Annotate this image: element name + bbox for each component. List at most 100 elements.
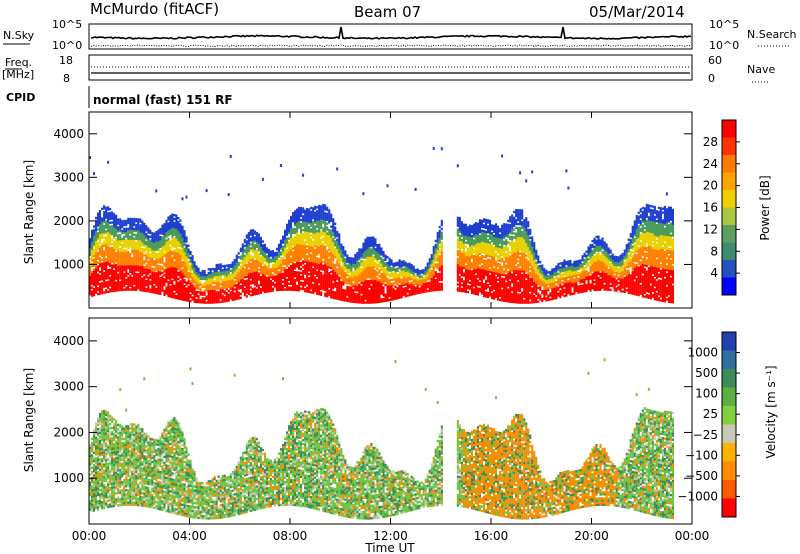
echo-cell — [253, 246, 256, 249]
echo-cell — [458, 262, 461, 265]
echo-cell — [189, 258, 192, 262]
echo-cell — [410, 287, 413, 290]
echo-cell — [336, 274, 339, 277]
echo-cell — [235, 278, 238, 281]
echo-cell — [340, 271, 343, 274]
echo-cell — [332, 257, 335, 260]
echo-cell — [107, 251, 110, 254]
echo-cell — [366, 240, 369, 244]
echo-cell — [354, 283, 357, 286]
echo-cell — [330, 243, 333, 246]
echo-cell — [304, 278, 307, 281]
echo-cell — [336, 270, 339, 273]
echo-cell — [388, 283, 391, 286]
echo-cell — [412, 273, 415, 276]
echo-cell — [408, 268, 411, 271]
echo-cell — [286, 229, 289, 232]
echo-cell — [290, 227, 293, 231]
echo-cell — [464, 272, 467, 276]
echo-cell — [93, 233, 96, 236]
echo-cell — [354, 298, 357, 302]
echo-cell — [93, 239, 96, 242]
echo-cell — [159, 292, 162, 296]
echo-cell — [332, 229, 335, 233]
echo-cell — [275, 285, 278, 288]
echo-cell — [135, 255, 138, 258]
echo-cell — [362, 250, 365, 253]
echo-cell — [424, 276, 427, 279]
echo-cell — [253, 250, 256, 253]
echo-cell — [179, 227, 182, 230]
echo-cell — [372, 289, 375, 292]
echo-cell — [219, 271, 222, 274]
echo-cell — [223, 264, 226, 268]
echo-cell — [141, 252, 144, 255]
echo-cell — [346, 274, 349, 277]
echo-cell — [464, 251, 467, 254]
echo-cell — [93, 250, 96, 254]
echo-cell — [332, 220, 335, 223]
echo-cell — [233, 266, 236, 270]
echo-cell — [129, 282, 132, 285]
echo-cell — [143, 236, 146, 239]
echo-cell — [298, 259, 301, 263]
echo-cell — [458, 222, 461, 226]
echo-cell — [211, 272, 214, 275]
echo-cell — [316, 235, 319, 238]
echo-cell — [316, 214, 319, 217]
echo-cell — [354, 281, 357, 284]
echo-cell — [165, 288, 168, 291]
echo-cell — [430, 283, 433, 286]
echo-cell — [167, 243, 170, 247]
echo-cell — [151, 255, 154, 258]
echo-cell — [127, 266, 130, 270]
echo-cell — [275, 267, 278, 270]
echo-cell — [294, 255, 297, 258]
echo-cell — [193, 277, 196, 280]
echo-cell — [340, 274, 343, 278]
echo-cell — [344, 264, 347, 267]
echo-cell — [394, 281, 397, 285]
echo-cell — [460, 260, 463, 263]
echo-cell — [139, 236, 142, 239]
echo-cell — [424, 270, 427, 274]
echo-cell — [233, 298, 236, 301]
echo-cell — [97, 243, 100, 247]
echo-cell — [97, 261, 100, 264]
echo-cell — [460, 221, 463, 224]
echo-cell — [348, 270, 351, 273]
echo-cell — [404, 293, 407, 296]
echo-cell — [330, 241, 333, 244]
echo-cell — [171, 219, 174, 222]
echo-cell — [157, 258, 160, 262]
echo-cell — [105, 253, 108, 257]
echo-cell — [271, 254, 274, 257]
echo-cell — [308, 263, 311, 266]
echo-cell — [115, 232, 118, 235]
echo-cell — [121, 259, 124, 262]
echo-cell — [310, 253, 313, 257]
echo-cell — [109, 284, 112, 287]
echo-cell — [107, 160, 110, 164]
echo-cell — [89, 249, 92, 253]
echo-cell — [300, 234, 303, 237]
echo-cell — [440, 235, 443, 238]
echo-cell — [366, 260, 369, 263]
echo-cell — [187, 299, 190, 302]
echo-cell — [404, 263, 407, 266]
echo-cell — [438, 255, 441, 258]
echo-cell — [249, 290, 252, 293]
echo-cell — [348, 292, 351, 295]
echo-cell — [89, 240, 92, 243]
echo-cell — [354, 267, 357, 270]
echo-cell — [426, 289, 429, 293]
echo-cell — [458, 264, 461, 267]
echo-cell — [193, 275, 196, 278]
echo-cell — [312, 211, 315, 214]
echo-cell — [348, 268, 351, 271]
echo-cell — [199, 273, 202, 277]
echo-cell — [165, 276, 168, 279]
echo-cell — [211, 277, 214, 281]
echo-cell — [282, 249, 285, 252]
echo-cell — [410, 293, 413, 296]
